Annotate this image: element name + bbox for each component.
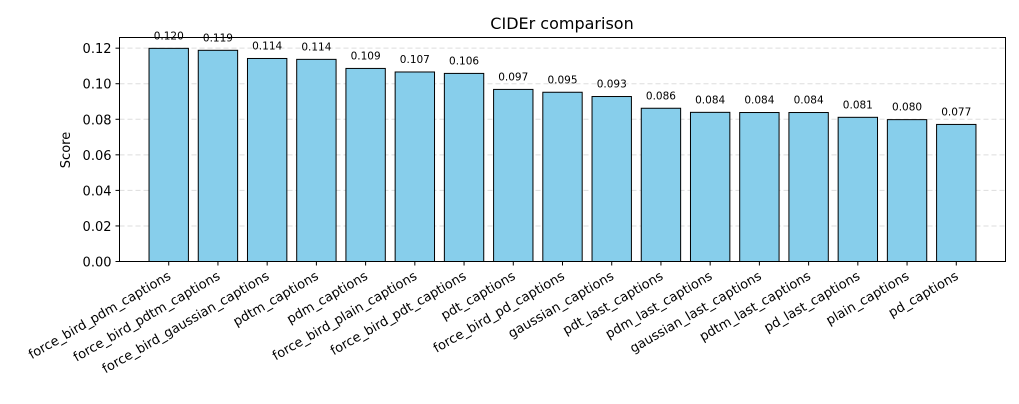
bar-value-label: 0.093 xyxy=(597,79,627,91)
y-tick-label: 0.12 xyxy=(83,42,112,57)
y-axis: 0.00 0.02 0.04 0.06 0.08 0.10 0.12 xyxy=(83,42,120,271)
bar xyxy=(788,112,829,263)
bar-value-label: 0.081 xyxy=(843,99,873,111)
bar-value-label: 0.086 xyxy=(646,90,676,102)
bar xyxy=(246,57,288,262)
bar xyxy=(394,71,436,262)
y-tick-label: 0.06 xyxy=(83,149,112,164)
bar-value-label: 0.080 xyxy=(892,102,922,114)
bar-value-label: 0.097 xyxy=(498,71,528,83)
bar xyxy=(591,96,632,263)
bar-value-label: 0.106 xyxy=(449,55,479,67)
plot-area-frame xyxy=(119,37,1006,262)
bar-value-label: 0.120 xyxy=(154,30,184,42)
bar-value-label: 0.119 xyxy=(203,32,233,44)
x-tick-label: pdtm_captions xyxy=(231,269,322,330)
bar xyxy=(837,116,879,262)
y-tick-label: 0.04 xyxy=(83,184,112,199)
bar xyxy=(936,123,977,262)
bar xyxy=(886,119,928,262)
y-axis-label: Score xyxy=(59,132,74,168)
bar xyxy=(689,111,731,262)
bar-value-label: 0.114 xyxy=(301,41,331,53)
bar-value-label: 0.084 xyxy=(794,95,824,107)
bar xyxy=(443,72,485,262)
bars xyxy=(148,47,977,263)
bar-value-label: 0.109 xyxy=(351,50,381,62)
bar-value-label: 0.084 xyxy=(695,94,725,106)
bar xyxy=(739,112,780,263)
y-tick-label: 0.10 xyxy=(83,78,112,93)
bar xyxy=(148,47,189,262)
bar-value-label: 0.114 xyxy=(252,40,282,52)
bar-value-label: 0.107 xyxy=(400,54,430,66)
value-labels: 0.120 0.119 0.114 0.114 0.109 0.107 0.106 0.097… xyxy=(154,30,972,118)
y-tick-label: 0.02 xyxy=(83,220,112,235)
x-tick-label: plain_captions xyxy=(824,269,912,329)
x-axis: force_bird_pdm_captionsforce_bird_pdtm_c… xyxy=(26,261,961,377)
bar xyxy=(542,91,583,262)
bar-value-label: 0.084 xyxy=(744,95,774,107)
bar xyxy=(197,49,239,262)
bar xyxy=(640,107,682,262)
bar xyxy=(345,67,386,262)
bar xyxy=(493,88,534,262)
y-tick-label: 0.00 xyxy=(83,256,112,271)
y-tick-label: 0.08 xyxy=(83,113,112,128)
bar-value-label: 0.077 xyxy=(941,106,971,118)
bar-value-label: 0.095 xyxy=(547,74,577,86)
bar xyxy=(296,58,337,262)
chart-title: CIDEr comparison xyxy=(490,14,633,33)
